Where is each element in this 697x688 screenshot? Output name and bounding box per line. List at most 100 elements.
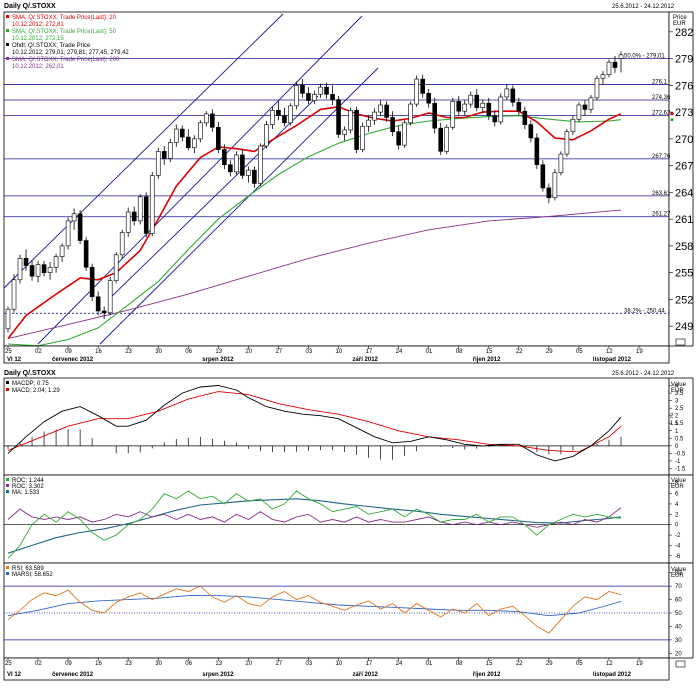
date-tick-label: 17 — [366, 661, 373, 667]
date-tick-label: 30 — [155, 661, 162, 667]
price-chart-date-range: 25.6.2012 - 24.12.2012 — [612, 4, 675, 10]
candle-body — [137, 196, 143, 222]
indicator-scale-toggle-button[interactable] — [675, 660, 686, 668]
indicator-date-ticks: 25 02 09 16 23 30 06 13 20 27 03 10 17 24 01 08 15 22 29 05… — [5, 658, 643, 678]
legend-sma50-name: SMA; Q/.STOXX; Trade Price(Last); 50 — [12, 29, 117, 35]
candle-body — [23, 258, 29, 266]
legend-ohlc-name: Ohdl; Q/.STOXX; Trade Price — [12, 43, 91, 49]
candle-body — [167, 142, 173, 159]
channel-line-3 — [107, 95, 319, 301]
candle-body — [528, 124, 534, 139]
price-tick-label: 273 — [675, 107, 693, 119]
candle-body — [35, 264, 41, 277]
roc-green-line — [7, 490, 622, 559]
candle-body — [246, 169, 251, 176]
date-tick-label: 20 — [245, 349, 252, 355]
candle-body — [95, 296, 101, 312]
candle-body — [185, 136, 191, 149]
indicator-tick-label: 0.5 — [675, 436, 684, 442]
legend-macdp-name: MACDP; 0.75 — [12, 381, 49, 387]
level-label-6: 261,27 — [652, 212, 671, 218]
date-tick-label: 15 — [486, 349, 493, 355]
indicator-chart-date-range: 25.6.2012 - 24.12.2012 — [612, 371, 675, 377]
macd-signal-line — [7, 391, 622, 453]
indicator-tick-label: 2 — [675, 414, 679, 420]
candle-body — [222, 149, 227, 166]
level-label-0: 50,0% - 279,01 — [624, 54, 665, 60]
legend-sma50-value: 10.12.2012; 272,15 — [12, 36, 64, 42]
candle-body — [330, 93, 335, 100]
rsi-plot-area — [3, 562, 670, 659]
roc-plot-area — [3, 474, 670, 564]
level-label-5: 263,61 — [652, 191, 671, 197]
legend-rsi-swatch — [6, 566, 9, 569]
price-tick-label: 249 — [675, 321, 693, 333]
candle-body — [342, 129, 347, 135]
indicator-tick-label: -6 — [675, 554, 681, 560]
date-tick-label: 22 — [516, 661, 523, 667]
price-tick-label: 270 — [675, 134, 693, 146]
price-tick-label: 279 — [675, 54, 693, 66]
candle-body — [360, 126, 365, 150]
indicator-tick-label: 60 — [675, 598, 682, 604]
candle-body — [492, 115, 498, 123]
date-tick-label: 19 — [636, 349, 643, 355]
month-label: srpen 2012 — [202, 357, 234, 363]
roc-purple-line — [7, 507, 622, 528]
date-tick-label: 01 — [426, 661, 433, 667]
candle-body — [312, 93, 317, 101]
indicator-chart-title: Daily Q/.STOXX — [4, 370, 56, 377]
candle-body — [480, 102, 486, 108]
rsi-axis-label: Value — [671, 567, 687, 573]
date-tick-label: 15 — [486, 661, 493, 667]
channel-line-2 — [99, 67, 379, 345]
level-label-3: 272,62 — [652, 110, 671, 116]
candle-body — [546, 187, 552, 199]
candle-body — [258, 145, 263, 184]
candle-body — [588, 97, 594, 110]
indicator-tick-label: 30 — [675, 638, 682, 644]
legend-roc2-swatch — [6, 484, 9, 487]
candle-body — [53, 256, 59, 268]
candle-body — [192, 138, 197, 149]
candle-body — [143, 196, 149, 234]
indicator-tick-label: 0 — [675, 444, 679, 450]
candle-body — [59, 245, 65, 257]
candle-body — [564, 131, 570, 155]
candle-body — [198, 122, 203, 140]
candle-body — [498, 96, 504, 123]
candle-body — [77, 213, 83, 241]
date-tick-label: 13 — [215, 349, 222, 355]
scale-toggle-button[interactable] — [675, 338, 686, 346]
indicator-tick-label: 2.5 — [675, 406, 684, 412]
date-tick-label: 19 — [636, 661, 643, 667]
candle-body — [552, 172, 558, 199]
candle-body — [402, 122, 407, 146]
candle-body — [125, 211, 131, 233]
legend-marsi-swatch — [6, 572, 9, 575]
legend-roc1-name: ROC; 1.244 — [12, 478, 44, 484]
candle-body — [468, 94, 474, 105]
indicator-tick-label: 2 — [675, 512, 679, 518]
legend-sma200-name: SMA; Q/.STOXX; Trade Price(Last); 200 — [12, 57, 120, 63]
candle-body — [534, 137, 540, 166]
indicator-tick-label: -1 — [675, 459, 681, 465]
indicator-tick-label: 3 — [675, 399, 679, 405]
date-tick-label: 29 — [546, 349, 553, 355]
price-axis-panel — [668, 11, 694, 347]
date-tick-label: 02 — [35, 661, 42, 667]
candle-body — [612, 61, 618, 68]
level-label-1: 276,1 — [652, 79, 668, 85]
macd-last-value-1: 1.5 — [670, 421, 679, 427]
candle-body — [570, 118, 576, 133]
price-legend: SMA; Q/.STOXX; Trade Price(Last); 20 10.… — [6, 15, 129, 70]
candlesticks — [5, 51, 624, 333]
indicator-tick-label: 4 — [675, 502, 679, 508]
month-label: listopad 2012 — [593, 672, 632, 678]
candle-body — [252, 169, 257, 184]
price-chart-title: Daily Q/.STOXX — [4, 3, 56, 10]
candle-body — [576, 104, 582, 120]
candle-body — [456, 101, 462, 112]
